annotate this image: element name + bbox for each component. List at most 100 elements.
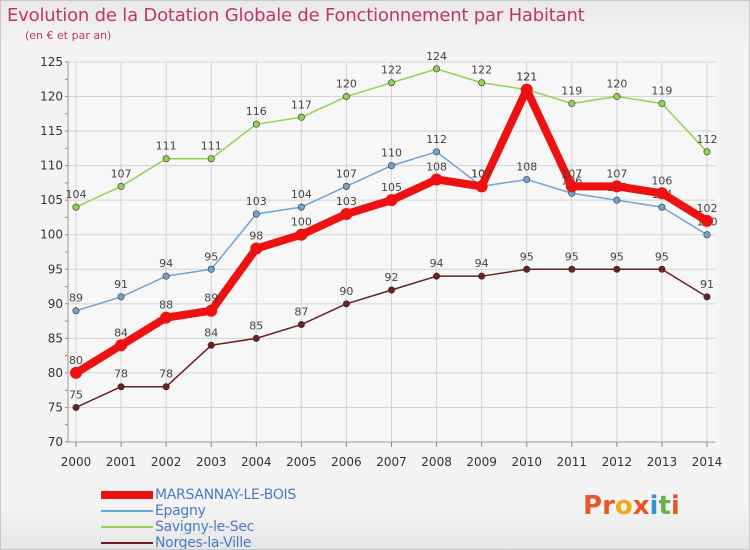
legend-label-norges-la-ville: Norges-la-Ville: [155, 535, 252, 550]
x-tick-label: 2005: [286, 455, 317, 469]
data-label-savigny-le-sec: 116: [246, 105, 267, 118]
y-tick-label: 85: [48, 331, 63, 345]
chart-legend: MARSANNAY-LE-BOIS Epagny Savigny-le-Sec Nor…: [101, 487, 296, 550]
legend-item-marsannay-le-bois: MARSANNAY-LE-BOIS: [101, 487, 296, 503]
data-point-marsannay-le-bois: [520, 83, 533, 96]
data-label-savigny-le-sec: 111: [201, 140, 222, 153]
y-tick-label: 70: [48, 435, 63, 449]
data-label-savigny-le-sec: 120: [336, 78, 357, 91]
data-label-norges-la-ville: 87: [294, 306, 308, 319]
data-label-marsannay-le-bois: 108: [426, 160, 447, 173]
data-point-savigny-le-sec: [613, 93, 621, 101]
legend-item-savigny-le-sec: Savigny-le-Sec: [101, 519, 296, 535]
proxiti-logo: Proxiti: [583, 491, 680, 521]
x-tick-label: 2007: [376, 455, 407, 469]
data-point-savigny-le-sec: [387, 79, 395, 87]
data-point-norges-la-ville: [703, 293, 711, 301]
logo-letter: x: [632, 491, 650, 521]
data-point-savigny-le-sec: [703, 148, 711, 156]
x-tick-label: 2000: [61, 455, 92, 469]
data-label-epagny: 104: [291, 188, 312, 201]
data-point-savigny-le-sec: [117, 182, 125, 190]
data-point-epagny: [523, 175, 531, 183]
data-label-marsannay-le-bois: 107: [561, 167, 582, 180]
x-tick-label: 2004: [241, 455, 272, 469]
data-label-marsannay-le-bois: 107: [471, 167, 492, 180]
logo-letter: P: [583, 491, 603, 521]
legend-swatch-marsannay-le-bois: [101, 491, 153, 499]
data-point-savigny-le-sec: [207, 155, 215, 163]
data-label-marsannay-le-bois: 107: [606, 167, 627, 180]
data-label-marsannay-le-bois: 88: [159, 299, 173, 312]
data-label-marsannay-le-bois: 80: [69, 354, 83, 367]
data-label-savigny-le-sec: 121: [516, 71, 537, 84]
data-point-savigny-le-sec: [297, 113, 305, 121]
data-point-savigny-le-sec: [658, 99, 666, 107]
data-point-norges-la-ville: [658, 265, 666, 273]
data-label-marsannay-le-bois: 106: [651, 174, 672, 187]
data-point-norges-la-ville: [117, 383, 125, 391]
data-label-norges-la-ville: 95: [565, 250, 579, 263]
logo-letter: t: [658, 491, 671, 521]
data-point-epagny: [387, 162, 395, 170]
data-label-marsannay-le-bois: 105: [381, 181, 402, 194]
data-point-marsannay-le-bois: [340, 208, 353, 220]
data-label-norges-la-ville: 91: [700, 278, 714, 291]
data-label-savigny-le-sec: 104: [66, 188, 87, 201]
data-point-epagny: [252, 210, 260, 218]
data-label-norges-la-ville: 75: [69, 388, 83, 401]
data-label-norges-la-ville: 85: [249, 319, 263, 332]
legend-swatch-savigny-le-sec: [101, 526, 153, 528]
y-tick-label: 125: [40, 55, 63, 69]
x-tick-label: 2014: [692, 455, 723, 469]
data-label-savigny-le-sec: 112: [697, 133, 718, 146]
data-point-marsannay-le-bois: [385, 194, 398, 207]
data-point-savigny-le-sec: [72, 203, 80, 211]
data-label-epagny: 103: [246, 195, 267, 208]
data-point-norges-la-ville: [297, 321, 305, 329]
data-point-norges-la-ville: [72, 403, 80, 411]
data-label-epagny: 91: [114, 278, 128, 291]
data-point-marsannay-le-bois: [205, 304, 218, 317]
data-point-epagny: [162, 272, 170, 280]
data-label-epagny: 94: [159, 257, 173, 270]
data-label-norges-la-ville: 78: [159, 368, 173, 381]
data-point-epagny: [117, 293, 125, 301]
data-point-epagny: [658, 203, 666, 211]
data-label-epagny: 110: [381, 147, 402, 160]
data-point-savigny-le-sec: [162, 155, 170, 163]
data-point-savigny-le-sec: [568, 99, 576, 107]
y-tick-label: 110: [40, 159, 63, 173]
legend-label-marsannay-le-bois: MARSANNAY-LE-BOIS: [155, 487, 296, 503]
legend-label-savigny-le-sec: Savigny-le-Sec: [155, 519, 255, 535]
data-point-marsannay-le-bois: [160, 311, 173, 324]
data-point-marsannay-le-bois: [250, 242, 263, 255]
data-point-norges-la-ville: [342, 300, 350, 308]
data-label-marsannay-le-bois: 121: [516, 71, 537, 84]
data-point-norges-la-ville: [523, 265, 531, 273]
x-tick-label: 2011: [557, 455, 588, 469]
logo-letter: r: [602, 491, 615, 521]
data-point-epagny: [703, 231, 711, 239]
data-point-epagny: [297, 203, 305, 211]
data-label-norges-la-ville: 90: [339, 285, 353, 298]
data-label-savigny-le-sec: 120: [606, 78, 627, 91]
data-point-norges-la-ville: [613, 265, 621, 273]
data-label-norges-la-ville: 94: [475, 257, 489, 270]
x-tick-label: 2002: [151, 455, 182, 469]
data-label-savigny-le-sec: 119: [561, 84, 582, 97]
x-tick-label: 2013: [647, 455, 678, 469]
data-label-savigny-le-sec: 107: [111, 167, 132, 180]
data-point-epagny: [207, 265, 215, 273]
data-point-epagny: [433, 148, 441, 156]
legend-label-epagny: Epagny: [155, 503, 206, 519]
data-label-marsannay-le-bois: 100: [291, 216, 312, 229]
data-point-norges-la-ville: [207, 341, 215, 349]
data-label-epagny: 95: [204, 250, 218, 263]
logo-letter: i: [649, 491, 659, 521]
y-tick-label: 90: [48, 297, 63, 311]
data-point-norges-la-ville: [162, 383, 170, 391]
data-label-marsannay-le-bois: 102: [697, 202, 718, 215]
data-label-marsannay-le-bois: 89: [204, 292, 218, 305]
